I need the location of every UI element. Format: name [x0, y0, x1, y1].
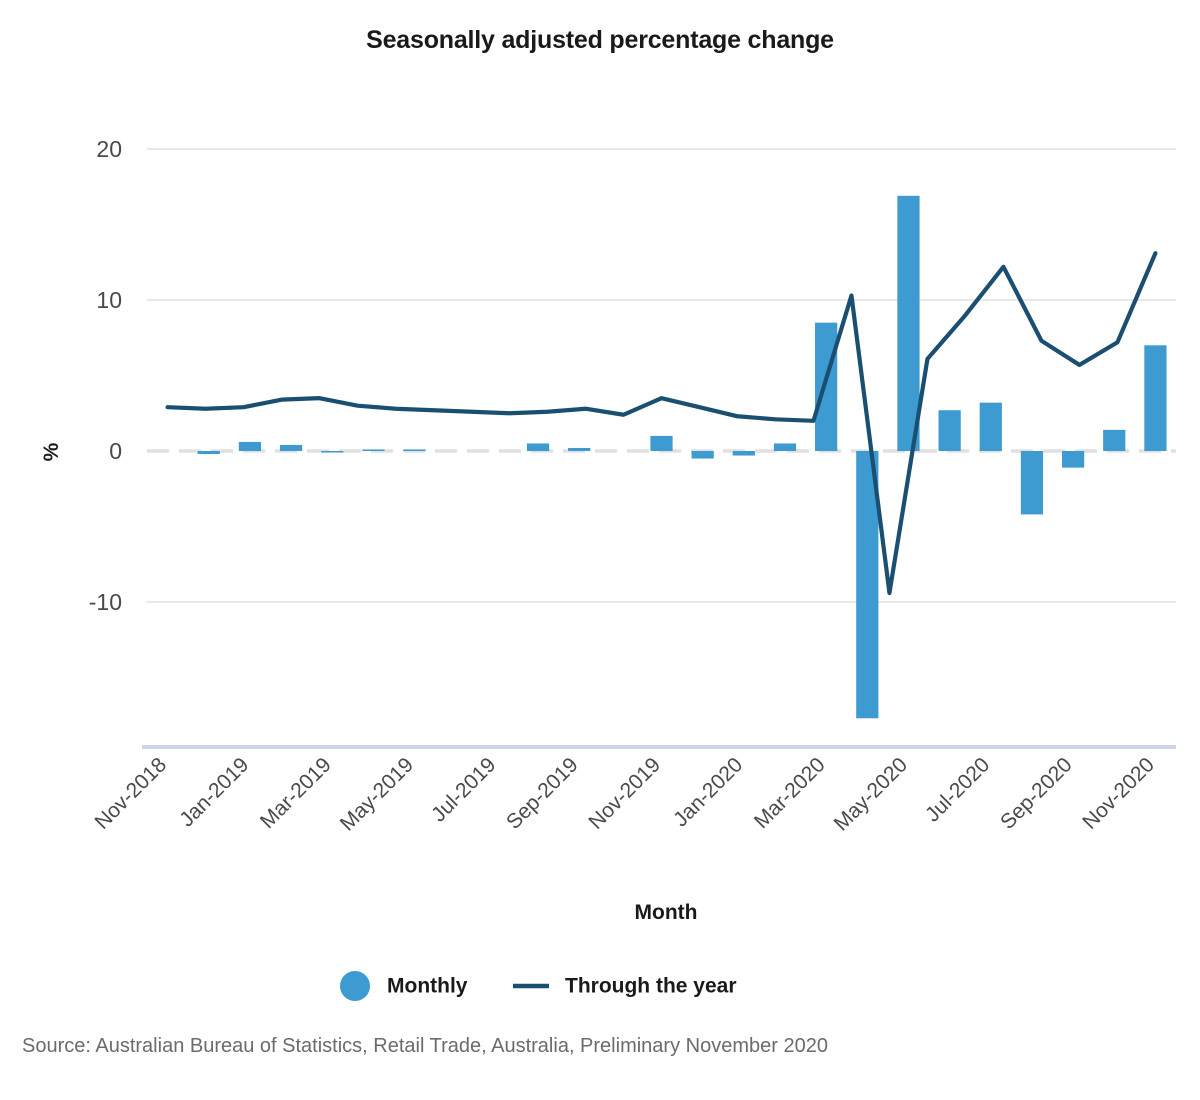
y-axis-tick-labels: 20 10 0 -10: [89, 136, 122, 615]
chart-plot-area: 20 10 0 -10 Nov-2018 Jan-2019 Mar-2019 May-201…: [40, 136, 1176, 1001]
chart-title: Seasonally adjusted percentage change: [366, 26, 834, 54]
gridline-group: [147, 148, 1176, 603]
x-tick-label: Nov-2019: [584, 753, 665, 834]
y-tick-label: 20: [96, 136, 122, 162]
legend-marker-circle[interactable]: [340, 971, 370, 1001]
x-tick-label: Nov-2018: [90, 753, 171, 834]
bar-series-monthly: [197, 195, 1167, 719]
x-tick-label: Jan-2019: [175, 753, 253, 831]
x-tick-label: Jul-2020: [921, 753, 994, 826]
legend-label-monthly[interactable]: Monthly: [387, 975, 468, 998]
y-tick-label: 10: [96, 287, 122, 313]
x-tick-label: Jul-2019: [427, 753, 500, 826]
x-tick-label: Jan-2020: [669, 753, 747, 831]
x-tick-label: Mar-2020: [750, 753, 830, 833]
legend-label-through-the-year[interactable]: Through the year: [565, 975, 737, 998]
x-tick-label: May-2020: [830, 753, 912, 835]
x-tick-label: Nov-2020: [1078, 753, 1159, 834]
line-series-through-the-year: [165, 251, 1158, 596]
x-tick-label: Sep-2020: [996, 753, 1077, 834]
x-tick-label: May-2019: [336, 753, 418, 835]
y-axis-title: %: [40, 442, 63, 461]
y-tick-label: -10: [89, 589, 122, 615]
x-tick-label: Sep-2019: [502, 753, 583, 834]
x-tick-label: Mar-2019: [256, 753, 336, 833]
x-axis-tick-labels: Nov-2018 Jan-2019 Mar-2019 May-2019 Jul-2019…: [90, 753, 1158, 835]
x-axis-title: Month: [635, 901, 698, 924]
chart-legend: Monthly Through the year: [340, 971, 737, 1001]
source-note: Source: Australian Bureau of Statistics,…: [22, 1035, 828, 1057]
y-tick-label: 0: [109, 438, 122, 464]
